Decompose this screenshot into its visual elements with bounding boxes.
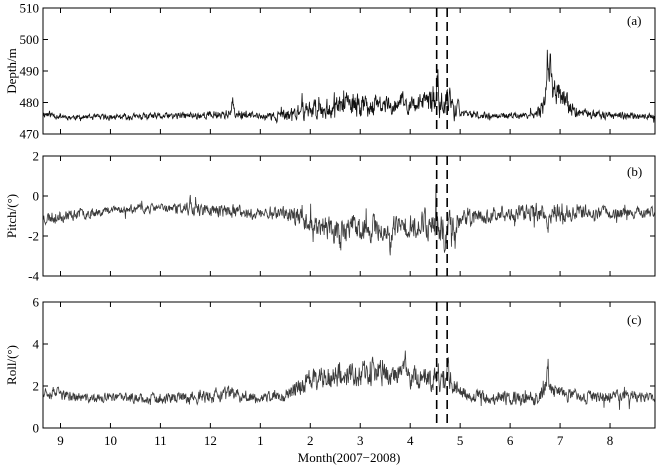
- panel-b-series-line: [43, 184, 655, 256]
- panel-b-ticks: -4 -2 0 2: [28, 149, 655, 284]
- panel-b-ytick-label: -2: [28, 229, 39, 244]
- panel-c-ylabel: Roll/(°): [4, 345, 19, 385]
- panel-c-ytick-label: 6: [33, 295, 40, 310]
- panel-a-ticks: 470 480 490 500 510: [20, 1, 655, 142]
- panel-a-ytick-label: 490: [20, 64, 40, 79]
- panel-c-frame: [42, 301, 656, 429]
- panel-c-series-line: [43, 350, 655, 410]
- panel-b-ytick-label: 0: [33, 189, 40, 204]
- panel-c-ticks: 0 2 4 6: [33, 295, 655, 436]
- x-tick-label: 7: [557, 433, 564, 448]
- panel-c-ytick-label: 4: [33, 337, 40, 352]
- panel-a-ytick-label: 480: [20, 95, 40, 110]
- panel-a-tag: (a): [627, 13, 641, 28]
- x-tick-label: 6: [507, 433, 514, 448]
- x-axis-tick-labels: 9 10 11 12 1 2 3 4 5 6 7 8: [57, 433, 613, 448]
- panel-c-ytick-label: 0: [33, 421, 40, 436]
- x-tick-label: 4: [407, 433, 414, 448]
- panel-b-frame: [42, 155, 656, 277]
- panel-a-ytick-label: 510: [20, 1, 40, 16]
- x-tick-label: 8: [607, 433, 614, 448]
- panel-b-ytick-label: -4: [28, 269, 39, 284]
- panel-b: -4 -2 0 2 (b) Pitch/(°): [4, 149, 656, 284]
- x-tick-label: 5: [457, 433, 464, 448]
- panel-a: 470 480 490 500 510 (a) Depth/m: [4, 1, 656, 142]
- panel-b-ylabel: Pitch/(°): [4, 194, 19, 238]
- panel-b-ytick-label: 2: [33, 149, 40, 164]
- x-tick-label: 11: [154, 433, 167, 448]
- panel-a-ytick-label: 470: [20, 127, 40, 142]
- x-tick-label: 9: [57, 433, 64, 448]
- panel-a-series: [43, 8, 655, 134]
- panel-a-ylabel: Depth/m: [4, 48, 19, 94]
- x-axis-label: Month(2007−2008): [298, 450, 401, 465]
- x-tick-label: 3: [357, 433, 364, 448]
- panel-b-series: [43, 156, 655, 276]
- panel-c: 0 2 4 6 (c) Roll/(°): [4, 295, 656, 436]
- x-tick-label: 2: [307, 433, 314, 448]
- panel-a-series-line: [43, 49, 655, 124]
- panel-c-tag: (c): [627, 312, 641, 327]
- panel-c-ytick-label: 2: [33, 379, 40, 394]
- panel-c-series: [43, 302, 655, 428]
- panel-a-ytick-label: 500: [20, 32, 40, 47]
- x-tick-label: 10: [104, 433, 117, 448]
- x-tick-label: 12: [204, 433, 217, 448]
- panel-b-tag: (b): [627, 164, 642, 179]
- x-tick-label: 1: [257, 433, 264, 448]
